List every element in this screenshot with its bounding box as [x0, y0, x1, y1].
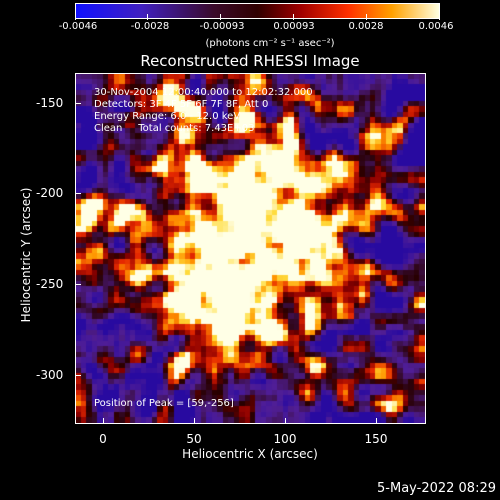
- colorbar-tick-label: -0.00093: [199, 21, 245, 32]
- colorbar-tick-mark: [293, 14, 294, 20]
- colorbar-tick-label: -0.0028: [130, 21, 170, 32]
- x-axis-tick: [194, 418, 195, 424]
- peak-position-label: Position of Peak = [59,-256]: [94, 398, 234, 409]
- colorbar-tick-mark: [220, 14, 221, 20]
- plot-title: Reconstructed RHESSI Image: [140, 52, 360, 70]
- colorbar-tick-mark: [439, 14, 440, 20]
- colorbar-tick-label: 0.00093: [273, 21, 315, 32]
- colorbar-tick-mark: [75, 14, 76, 20]
- y-tick-label: -250: [36, 277, 64, 291]
- time-range-label: 30-Nov-2004 12:00:40.000 to 12:02:32.000: [94, 87, 313, 98]
- rhessi-image-heatmap: [76, 74, 425, 423]
- x-axis-label: Heliocentric X (arcsec): [182, 447, 318, 461]
- energy-range-label: Energy Range: 6.0 - 12.0 keV: [94, 111, 241, 122]
- y-axis-tick: [75, 193, 81, 194]
- y-axis-tick: [75, 103, 81, 104]
- image-plot-area: 30-Nov-2004 12:00:40.000 to 12:02:32.000…: [75, 73, 426, 424]
- y-tick-label: -300: [36, 368, 64, 382]
- y-tick-label: -150: [36, 96, 64, 110]
- y-tick-label: -200: [36, 186, 64, 200]
- clean-counts-label: Clean Total counts: 7.43E+03: [94, 123, 255, 134]
- colorbar-tick-label: 0.0028: [348, 21, 384, 32]
- y-axis-label: Heliocentric Y (arcsec): [19, 187, 33, 323]
- x-tick-label: 0: [99, 432, 107, 446]
- colorbar-tick-mark: [147, 14, 148, 20]
- x-axis-tick: [376, 418, 377, 424]
- detectors-label: Detectors: 3F 4F 5F 6F 7F 8F, Att 0: [94, 99, 269, 110]
- y-axis-tick: [75, 375, 81, 376]
- colorbar-tick-mark: [366, 14, 367, 20]
- colorbar: [75, 3, 440, 19]
- colorbar-units-label: (photons cm⁻² s⁻¹ asec⁻²): [205, 38, 335, 49]
- x-tick-label: 150: [364, 432, 388, 446]
- x-tick-label: 100: [273, 432, 297, 446]
- colorbar-tick-label: -0.0046: [58, 21, 98, 32]
- timestamp-footer: 5-May-2022 08:29: [377, 481, 496, 496]
- x-axis-tick: [103, 418, 104, 424]
- x-axis-tick: [285, 418, 286, 424]
- y-axis-tick: [75, 284, 81, 285]
- x-tick-label: 50: [186, 432, 202, 446]
- colorbar-tick-label: 0.0046: [418, 21, 454, 32]
